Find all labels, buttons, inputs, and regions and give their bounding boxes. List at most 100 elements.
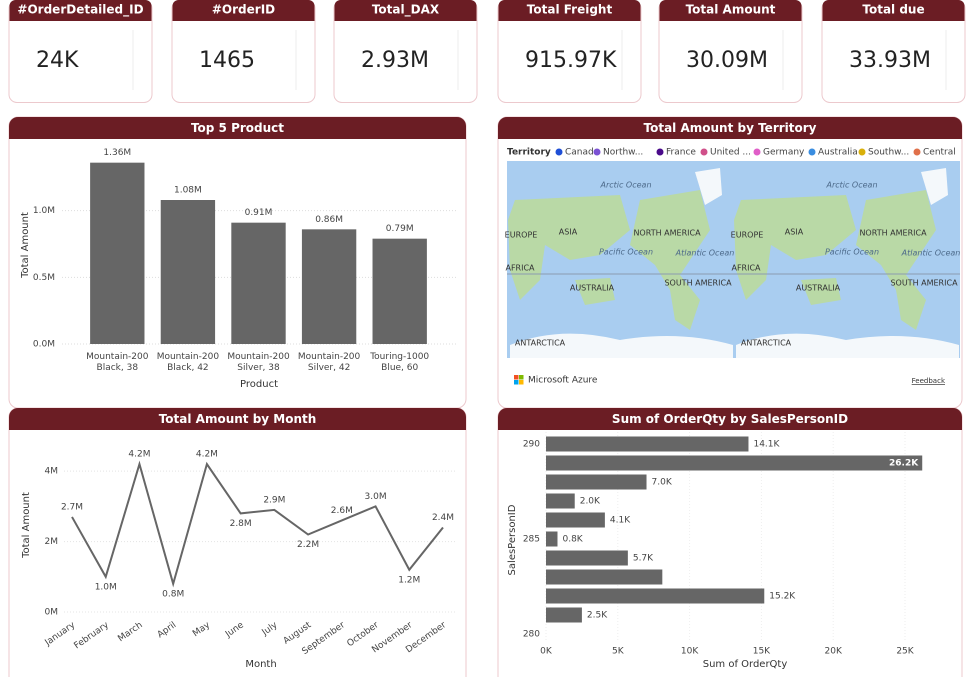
value-label: 2.5K xyxy=(587,611,608,621)
legend-marker xyxy=(593,148,601,156)
legend-label: France xyxy=(666,148,696,158)
line xyxy=(71,460,444,588)
card-title: Total_DAX xyxy=(372,3,440,18)
x-tick-label: Mountain-200 Silver, 38 xyxy=(227,352,289,373)
value-label: 7.0K xyxy=(652,478,673,488)
card-value: 33.93M xyxy=(849,48,931,73)
y-axis-title: Total Amount xyxy=(20,212,31,279)
logo-square xyxy=(519,375,524,380)
map-land xyxy=(575,278,615,305)
panel-header xyxy=(9,128,466,139)
map-label: ASIA xyxy=(559,228,578,237)
bar xyxy=(546,607,582,623)
x-axis-title: Sum of OrderQty xyxy=(703,659,788,670)
x-axis-title: Month xyxy=(245,659,276,670)
value-label: 1.0M xyxy=(95,582,117,592)
map-label: SOUTH AMERICA xyxy=(664,279,732,288)
legend-marker xyxy=(555,148,563,156)
value-label: 4.1K xyxy=(610,516,631,526)
map-label: NORTH AMERICA xyxy=(859,229,927,238)
logo-square xyxy=(514,375,519,380)
logo-square xyxy=(519,380,524,385)
map-land xyxy=(630,190,710,330)
x-tick-label: Touring-1000 Blue, 60 xyxy=(370,352,429,373)
legend-label: United ... xyxy=(710,148,751,158)
map-label: Arctic Ocean xyxy=(825,181,877,190)
chart-title: Total Amount by Territory xyxy=(644,121,817,135)
card-value: 30.09M xyxy=(686,48,768,73)
y-tick-label: 0.0M xyxy=(33,340,55,350)
y-tick-label: 0.5M xyxy=(33,273,55,283)
panel-header xyxy=(498,128,962,139)
map-land xyxy=(510,333,733,358)
bar xyxy=(160,200,216,344)
map-land xyxy=(695,168,722,205)
value-label: 0.79M xyxy=(386,224,414,234)
bar xyxy=(546,455,923,471)
bar xyxy=(546,569,663,585)
legend-label: Canada xyxy=(565,148,599,158)
y-tick-label: 4M xyxy=(45,467,59,477)
y-tick-label: 0M xyxy=(45,608,59,618)
chart-title: Top 5 Product xyxy=(191,121,284,135)
legend-label: Southw... xyxy=(868,148,909,158)
map-label: Arctic Ocean xyxy=(599,181,651,190)
card-header xyxy=(172,10,315,21)
x-tick-label: Mountain-200 Silver, 42 xyxy=(298,352,360,373)
legend-label: Northw... xyxy=(603,148,643,158)
bar xyxy=(372,238,427,344)
value-label: 0.91M xyxy=(245,208,273,218)
map-label: Atlantic Ocean xyxy=(901,249,961,258)
card-title: Total due xyxy=(862,3,924,17)
panel-header xyxy=(9,419,466,430)
legend-label: Germany xyxy=(763,148,805,158)
bar xyxy=(90,162,145,344)
value-label: 14.1K xyxy=(753,440,780,450)
card-value: 24K xyxy=(36,48,79,73)
value-label: 1.36M xyxy=(103,148,131,158)
value-label: 4.2M xyxy=(128,450,150,460)
card-title: Total Amount xyxy=(686,3,776,17)
value-label: 2.8M xyxy=(230,519,252,529)
y-tick-label: 290 xyxy=(523,440,540,450)
bar xyxy=(301,229,357,344)
map-land xyxy=(921,168,948,205)
y-tick-label: 280 xyxy=(523,630,540,640)
bar xyxy=(546,436,749,452)
x-axis-title: Product xyxy=(240,379,278,390)
legend-marker xyxy=(913,148,921,156)
value-label: 0.8M xyxy=(162,589,184,599)
card-title: #OrderDetailed_ID xyxy=(17,3,143,18)
legend-marker xyxy=(656,148,664,156)
x-tick-label: 10K xyxy=(681,647,699,657)
value-label: 1.2M xyxy=(398,575,420,585)
x-tick-label-text: Mountain-200 Black, 42 xyxy=(156,352,220,373)
x-tick-label: 15K xyxy=(753,647,771,657)
value-label: 5.7K xyxy=(633,554,654,564)
card-header xyxy=(659,10,802,21)
value-label: 2.9M xyxy=(263,495,285,505)
bar xyxy=(231,222,286,344)
y-axis-title: Total Amount xyxy=(21,492,32,559)
legend-marker xyxy=(808,148,816,156)
bar xyxy=(546,512,605,528)
card-header xyxy=(334,10,477,21)
map-label: AFRICA xyxy=(731,264,761,273)
map-land xyxy=(736,333,959,358)
legend-marker xyxy=(858,148,866,156)
map-land xyxy=(856,190,936,330)
card-value: 915.97K xyxy=(525,48,617,73)
x-tick-label: 20K xyxy=(825,647,843,657)
bar xyxy=(546,550,628,566)
y-tick-label: 1.0M xyxy=(33,206,55,216)
card-value: 2.93M xyxy=(361,48,429,73)
value-label: 2.7M xyxy=(61,502,83,512)
map-footer xyxy=(507,366,960,392)
card-title: #OrderID xyxy=(212,3,275,17)
map-label: SOUTH AMERICA xyxy=(890,279,958,288)
map-land xyxy=(801,278,841,305)
bar xyxy=(546,588,765,604)
map-label: ANTARCTICA xyxy=(515,339,566,348)
value-label: 0.8K xyxy=(562,535,583,545)
